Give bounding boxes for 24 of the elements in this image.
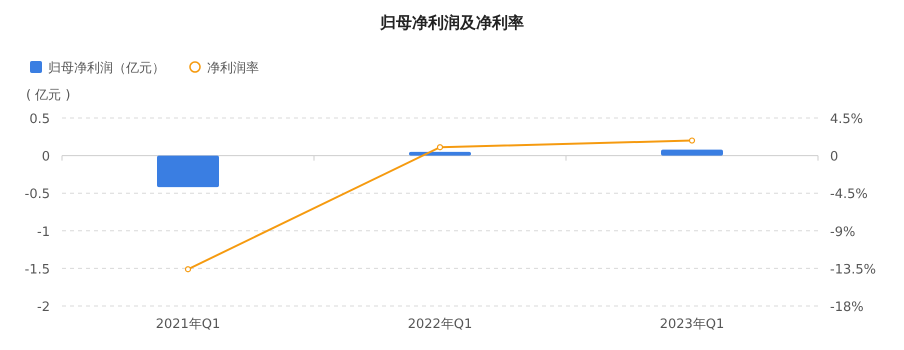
x-tick-label: 2022年Q1 [408, 317, 472, 332]
point [436, 144, 444, 150]
x-tick-label: 2021年Q1 [156, 317, 220, 332]
y-tick-label: 0.5 [29, 112, 50, 127]
point [184, 266, 192, 272]
y-tick-label: -1.5 [24, 262, 50, 278]
y2-tick-label: -18% [830, 300, 864, 315]
y2-tick-label: -9% [830, 224, 856, 240]
x-tick-label: 2023年Q1 [660, 317, 724, 332]
y2-tick-label: 4.5% [830, 112, 864, 127]
y2-tick-label: -4.5% [830, 187, 868, 202]
y-tick-label: 0 [42, 150, 50, 165]
y-tick-label: -1 [37, 224, 50, 240]
bar [661, 150, 723, 156]
y-tick-label: -2 [37, 300, 50, 315]
y2-tick-label: 0 [830, 150, 838, 165]
y-axis-title: ( 亿元 ) [26, 88, 70, 103]
y2-tick-label: -13.5% [830, 262, 876, 278]
bar [157, 156, 219, 188]
point [688, 137, 696, 144]
chart-title: 归母净利润及净利率 [379, 13, 524, 32]
y-tick-label: -0.5 [24, 187, 50, 202]
legend-label: 净利润率 [207, 60, 259, 76]
legend-label: 归母净利润（亿元） [48, 61, 165, 76]
